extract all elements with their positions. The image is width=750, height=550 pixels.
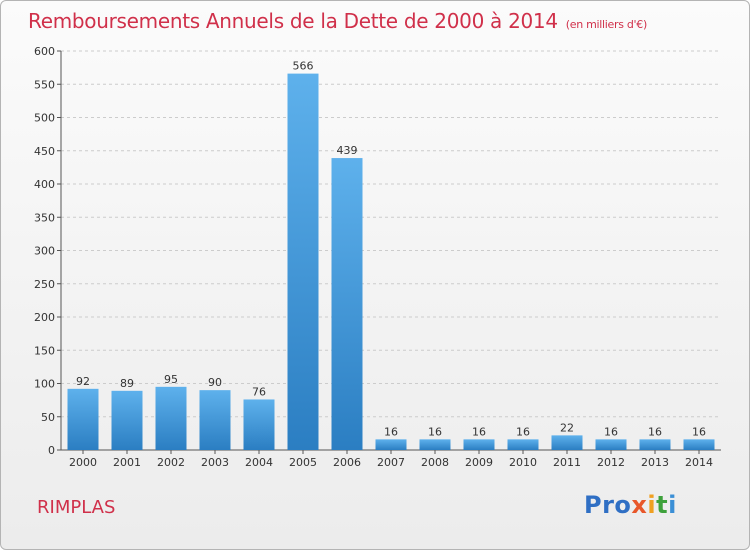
x-tick-label: 2008 [421, 456, 449, 469]
data-label-2003: 90 [208, 376, 222, 389]
bars [67, 73, 715, 451]
x-tick-label: 2005 [289, 456, 317, 469]
data-label-2000: 92 [76, 375, 90, 388]
data-label-2006: 439 [337, 144, 358, 157]
y-tick-label: 100 [34, 378, 55, 391]
x-tick-label: 2014 [685, 456, 713, 469]
data-label-2001: 89 [120, 377, 134, 390]
x-tick-label: 2004 [245, 456, 273, 469]
bar-2001 [111, 390, 143, 450]
commune-name: RIMPLAS [37, 497, 116, 518]
x-tick-label: 2003 [201, 456, 229, 469]
data-label-2009: 16 [472, 425, 486, 438]
data-label-2004: 76 [252, 385, 266, 398]
data-label-2007: 16 [384, 425, 398, 438]
data-label-2002: 95 [164, 373, 178, 386]
bar-2011 [551, 435, 583, 450]
bar-2002 [155, 386, 187, 450]
y-tick-label: 200 [34, 311, 55, 324]
x-tick-label: 2001 [113, 456, 141, 469]
x-tick-label: 2011 [553, 456, 581, 469]
y-tick-label: 50 [41, 411, 55, 424]
bar-2010 [507, 439, 539, 450]
axes: 0 50 100 150 200 250 300 350 400 450 500 550 600 2000… [34, 45, 721, 469]
x-tick-label: 2000 [69, 456, 97, 469]
bar-2008 [419, 439, 451, 450]
chart-title: Remboursements Annuels de la Dette de 20… [28, 9, 647, 33]
bar-2009 [463, 439, 495, 450]
x-tick-label: 2012 [597, 456, 625, 469]
y-tick-label: 350 [34, 211, 55, 224]
x-tick-label: 2009 [465, 456, 493, 469]
x-tick-label: 2010 [509, 456, 537, 469]
bar-2003 [199, 390, 231, 450]
x-tick-label: 2013 [641, 456, 669, 469]
bar-2000 [67, 388, 99, 450]
y-tick-label: 300 [34, 245, 55, 258]
y-tick-label: 400 [34, 178, 55, 191]
data-label-2012: 16 [604, 425, 618, 438]
y-tick-label: 0 [48, 444, 55, 457]
y-tick-label: 500 [34, 112, 55, 125]
bar-2004 [243, 399, 275, 450]
x-tick-label: 2002 [157, 456, 185, 469]
data-label-2010: 16 [516, 425, 530, 438]
proxiti-logo: Proxiti [584, 491, 677, 519]
bar-2014 [683, 439, 715, 450]
data-label-2014: 16 [692, 425, 706, 438]
data-label-2005: 566 [293, 60, 314, 73]
y-tick-label: 600 [34, 45, 55, 58]
bar-2007 [375, 439, 407, 450]
data-label-2011: 22 [560, 421, 574, 434]
y-tick-label: 450 [34, 145, 55, 158]
data-label-2008: 16 [428, 425, 442, 438]
bar-2006 [331, 158, 363, 450]
bar-2013 [639, 439, 671, 450]
y-tick-label: 250 [34, 278, 55, 291]
data-label-2013: 16 [648, 425, 662, 438]
x-tick-label: 2006 [333, 456, 361, 469]
unit-label: (en milliers d'€) [565, 18, 647, 31]
bar-2012 [595, 439, 627, 450]
x-tick-label: 2007 [377, 456, 405, 469]
bar-2005 [287, 73, 319, 451]
data-labels: 92 89 95 90 76 566 439 16 16 16 16 22 16 16 16 [76, 60, 706, 439]
y-tick-label: 550 [34, 78, 55, 91]
y-tick-label: 150 [34, 344, 55, 357]
